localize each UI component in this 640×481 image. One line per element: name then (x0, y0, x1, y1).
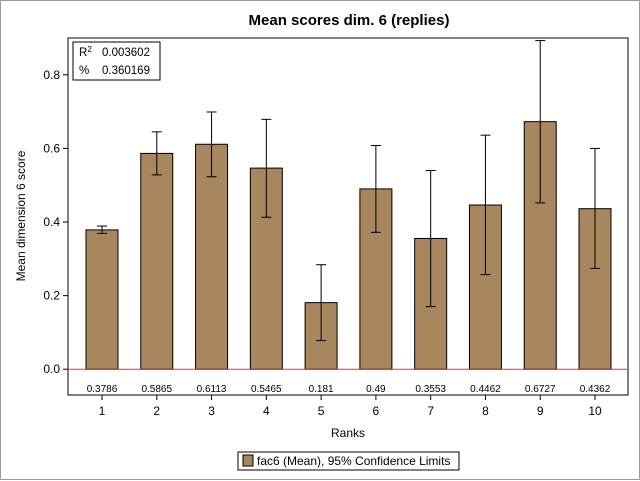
legend-swatch (242, 454, 254, 467)
legend-box (237, 451, 460, 471)
data-label-rank-7: 0.3553 (415, 384, 446, 395)
data-label-rank-9: 0.6727 (525, 384, 556, 395)
y-tick-label: 0.2 (43, 289, 60, 303)
stats-percent-value: 0.360169 (102, 65, 150, 77)
error-bar-rank-7 (425, 169, 436, 308)
data-label-rank-5: 0.181 (309, 384, 334, 395)
bar-rank-2 (140, 152, 174, 370)
error-bar-rank-5 (316, 264, 327, 342)
error-bar-rank-10 (590, 147, 600, 269)
x-tick-label: 6 (373, 404, 380, 418)
x-tick-label: 3 (208, 404, 215, 418)
x-tick-label: 8 (482, 404, 489, 418)
stats-percent-label: % (79, 65, 89, 77)
stats-box-border (72, 41, 161, 81)
error-bar-rank-2 (151, 131, 162, 176)
y-tick-label: 0.6 (43, 141, 60, 155)
data-label-rank-3: 0.6113 (197, 384, 227, 395)
error-bar-rank-6 (370, 144, 381, 233)
error-bars (97, 40, 600, 342)
stats-inset: R2 0.003602 % 0.360169 (72, 41, 161, 81)
chart-title: Mean scores dim. 6 (replies) (249, 12, 450, 29)
x-tick-label: 2 (153, 404, 160, 418)
legend-label: fac6 (Mean), 95% Confidence Limits (257, 454, 450, 468)
data-label-rank-8: 0.4462 (470, 384, 501, 395)
data-label-rank-2: 0.5865 (141, 384, 172, 395)
bar-rank-1 (85, 229, 119, 370)
y-tick-label: 0.0 (43, 362, 60, 376)
error-bar-rank-4 (261, 118, 272, 218)
x-tick-label: 5 (318, 404, 325, 418)
x-tick-label: 9 (537, 404, 544, 418)
data-label-rank-4: 0.5465 (251, 384, 282, 395)
y-axis-label: Mean dimension 6 score (14, 150, 28, 281)
x-tick-label: 7 (427, 404, 434, 418)
x-tick-label: 10 (588, 404, 602, 418)
y-tick-label: 0.4 (43, 215, 60, 229)
error-bar-rank-9 (535, 40, 546, 204)
error-bar-rank-8 (480, 134, 491, 276)
x-axis-label: Ranks (331, 426, 365, 440)
x-tick-label: 1 (99, 404, 106, 418)
data-label-rank-6: 0.49 (366, 384, 386, 395)
y-tick-label: 0.8 (43, 68, 60, 82)
legend: fac6 (Mean), 95% Confidence Limits (237, 451, 460, 471)
data-labels: 0.3786 0.5865 0.6113 0.5465 0.181 0.49 0.3553 0… (87, 384, 611, 395)
x-axis: 1 2 3 4 5 6 7 8 9 10 (99, 395, 602, 418)
data-label-rank-1: 0.3786 (87, 384, 118, 395)
bar-rank-3 (195, 143, 229, 370)
y-axis: 0.0 0.2 0.4 0.6 0.8 (43, 68, 68, 376)
data-label-rank-10: 0.4362 (580, 384, 611, 395)
stats-r2-label: R2 (79, 45, 92, 59)
x-tick-label: 4 (263, 404, 270, 418)
stats-r2-value: 0.003602 (102, 47, 150, 59)
error-bar-rank-3 (206, 111, 217, 178)
error-bar-rank-1 (97, 225, 107, 234)
